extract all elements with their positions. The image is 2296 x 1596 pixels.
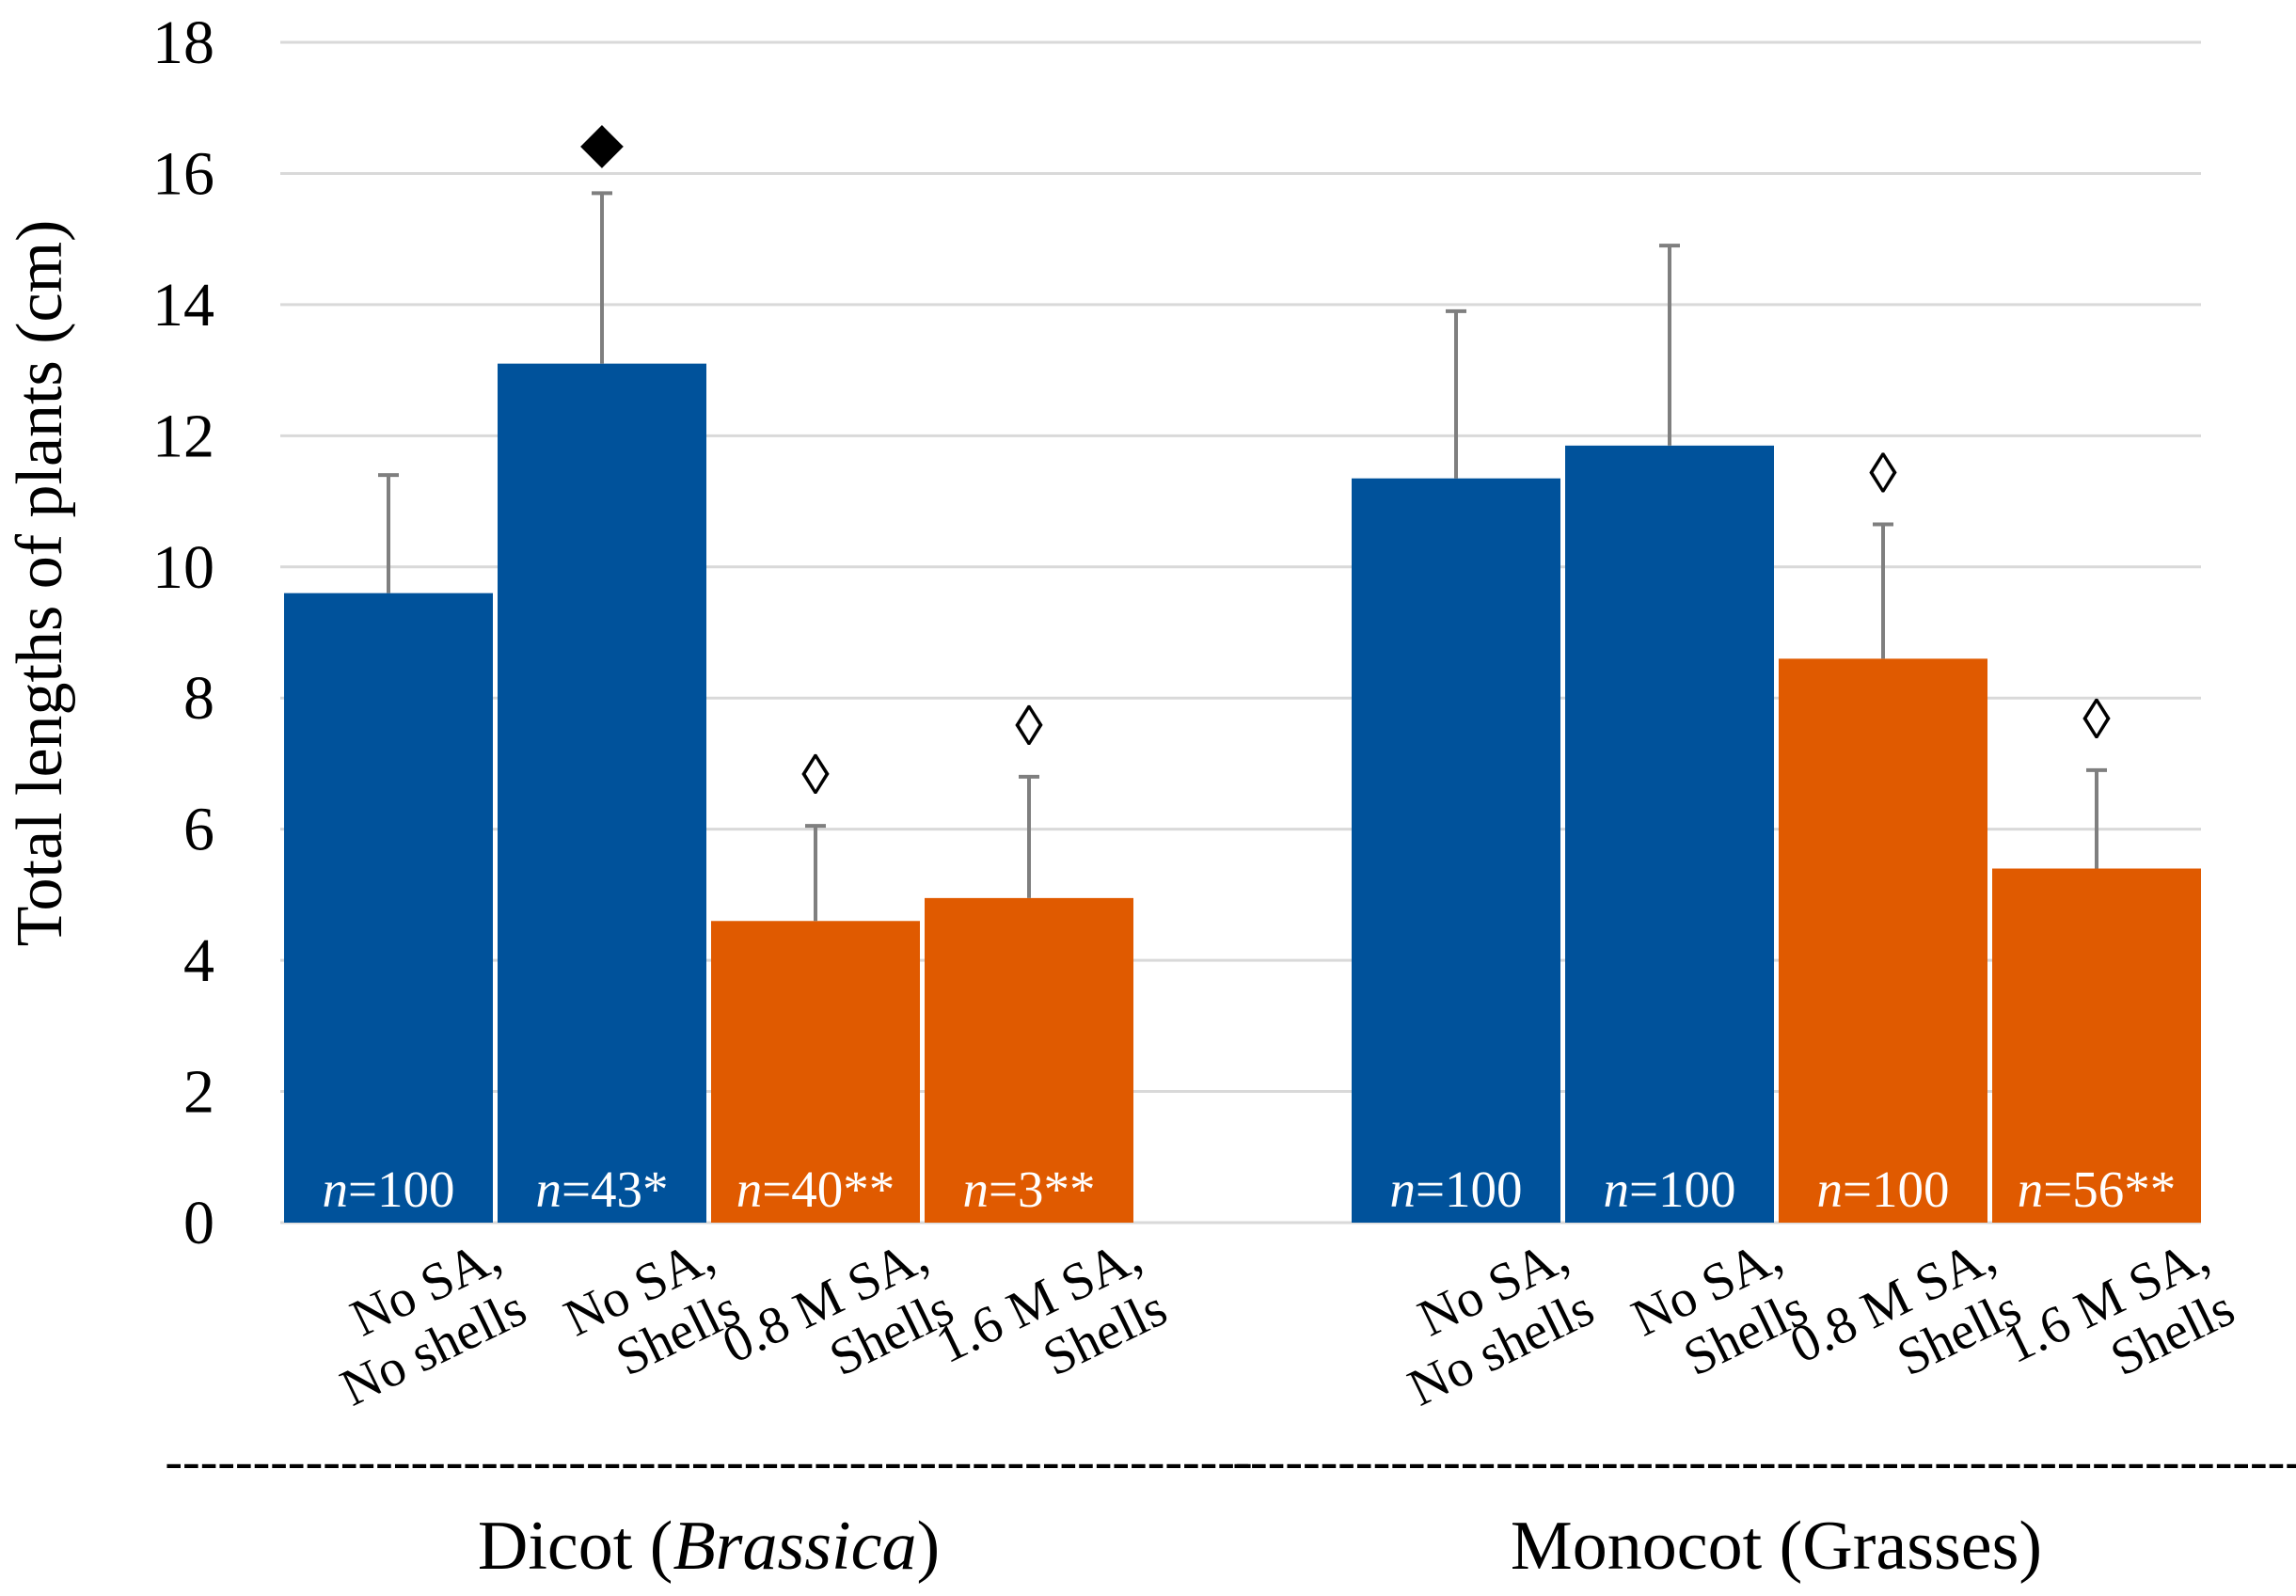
bar bbox=[711, 921, 920, 1223]
significance-marker: ◊ bbox=[1015, 695, 1043, 757]
n-value: =100 bbox=[1843, 1161, 1950, 1218]
y-tick-label: 14 bbox=[152, 271, 214, 340]
n-value: =43* bbox=[562, 1161, 669, 1218]
group-label-text: Monocot (Grasses) bbox=[1511, 1508, 2042, 1585]
n-symbol: n bbox=[1389, 1161, 1416, 1218]
n-value: =40** bbox=[762, 1161, 895, 1218]
sample-size-label: n=100 bbox=[1603, 1161, 1735, 1218]
n-value: =56** bbox=[2043, 1161, 2176, 1218]
y-tick-label: 4 bbox=[183, 926, 214, 995]
error-bars bbox=[378, 191, 2107, 922]
category-label: 1.6 M SA,Shells bbox=[1995, 1226, 2243, 1428]
category-label: No SA,No shells bbox=[1374, 1226, 1603, 1418]
category-label: No SA,Shells bbox=[555, 1226, 748, 1400]
sample-size-label: n=3** bbox=[962, 1161, 1095, 1218]
n-symbol: n bbox=[322, 1161, 348, 1218]
group-separator: ----------------------------------------… bbox=[165, 1432, 1252, 1491]
significance-marker: ◊ bbox=[801, 744, 830, 806]
n-value: =3** bbox=[989, 1161, 1096, 1218]
bar bbox=[1352, 478, 1560, 1223]
category-label: 0.8 M SA,Shells bbox=[1781, 1226, 2030, 1428]
bar bbox=[498, 363, 706, 1223]
n-value: =100 bbox=[1416, 1161, 1523, 1218]
category-label: 1.6 M SA,Shells bbox=[927, 1226, 1176, 1428]
group-label-text: Dicot ( bbox=[478, 1508, 673, 1585]
n-symbol: n bbox=[2018, 1161, 2044, 1218]
category-label: 0.8 M SA,Shells bbox=[714, 1226, 962, 1428]
y-axis-title: Total lengths of plants (cm) bbox=[4, 220, 76, 947]
y-tick-label: 12 bbox=[152, 402, 214, 470]
group-separator: ----------------------------------------… bbox=[1232, 1432, 2296, 1491]
n-value: =100 bbox=[1629, 1161, 1736, 1218]
significance-marker: ◊ bbox=[2082, 688, 2111, 751]
sample-size-label: n=40** bbox=[736, 1161, 895, 1218]
group-label-suffix: ) bbox=[916, 1508, 940, 1585]
n-symbol: n bbox=[1603, 1161, 1629, 1218]
bar bbox=[1565, 445, 1774, 1224]
category-label: No SA,No shells bbox=[307, 1226, 535, 1418]
sample-size-label: n=100 bbox=[1816, 1161, 1949, 1218]
y-tick-label: 8 bbox=[183, 664, 214, 733]
sample-size-label: n=56** bbox=[2018, 1161, 2177, 1218]
y-tick-label: 16 bbox=[152, 139, 214, 208]
n-symbol: n bbox=[535, 1161, 562, 1218]
bar bbox=[1779, 658, 1987, 1223]
bar bbox=[1992, 868, 2201, 1223]
sample-size-label: n=100 bbox=[1389, 1161, 1522, 1218]
group-label: Monocot (Grasses) bbox=[1511, 1508, 2042, 1585]
sample-size-labels: n=100 n=43* n=40** n=3** n=100 n=100 n=100 n=56… bbox=[322, 1161, 2176, 1218]
n-symbol: n bbox=[736, 1161, 763, 1218]
y-tick-label: 10 bbox=[152, 533, 214, 602]
significance-markers: ◆ ◊ ◊ ◊ ◊ bbox=[580, 111, 2111, 806]
y-axis-ticks: 0 2 4 6 8 10 12 14 16 18 bbox=[152, 8, 214, 1257]
y-tick-label: 18 bbox=[152, 8, 214, 77]
bar bbox=[284, 593, 493, 1223]
n-value: =100 bbox=[348, 1161, 455, 1218]
category-label: No SA,Shells bbox=[1623, 1226, 1815, 1400]
sample-size-label: n=43* bbox=[535, 1161, 668, 1218]
group-label: Dicot (Brassica) bbox=[478, 1508, 940, 1585]
group-labels: ----------------------------------------… bbox=[165, 1432, 2296, 1585]
n-symbol: n bbox=[962, 1161, 989, 1218]
y-tick-label: 2 bbox=[183, 1058, 214, 1127]
significance-marker: ◊ bbox=[1869, 442, 1897, 504]
sample-size-label: n=100 bbox=[322, 1161, 454, 1218]
y-tick-label: 0 bbox=[183, 1189, 214, 1257]
n-symbol: n bbox=[1816, 1161, 1843, 1218]
bar bbox=[925, 897, 1133, 1223]
bars bbox=[284, 363, 2201, 1224]
group-label-italic: Brassica bbox=[673, 1508, 916, 1585]
y-tick-label: 6 bbox=[183, 796, 214, 864]
significance-marker: ◆ bbox=[580, 111, 624, 173]
